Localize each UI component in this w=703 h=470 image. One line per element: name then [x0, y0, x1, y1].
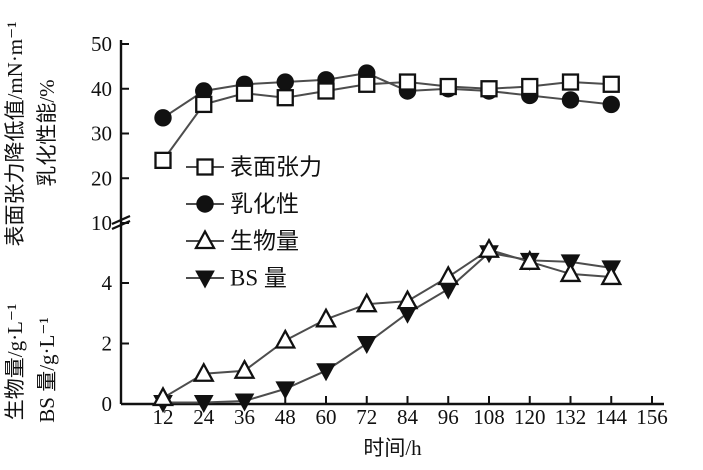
x-axis-ticks: 12 24 36 48 60 72 84 96 108 120 132 144 156	[153, 396, 668, 429]
x-tick-label: 96	[438, 405, 459, 429]
data-point-biomass	[274, 328, 297, 349]
data-point-biomass	[396, 289, 419, 310]
series-line-emulsification	[162, 72, 612, 119]
x-tick-label: 48	[275, 405, 296, 429]
data-point-biomass	[315, 307, 337, 328]
data-point-biomass	[600, 265, 623, 286]
data-point-surface-tension	[358, 75, 376, 93]
x-tick-label: 108	[473, 405, 505, 429]
y-axis-label-emulsification: 乳化性能/%	[35, 79, 59, 186]
data-point-bs-amount	[193, 394, 214, 414]
y-axis-label-surface-tension: 表面张力降低值/mN·m⁻¹	[3, 21, 27, 246]
y-tick-label: 30	[91, 122, 112, 146]
data-point-biomass	[478, 237, 500, 258]
y-tick-label: 20	[91, 166, 112, 190]
y-tick-label: 4	[102, 271, 113, 295]
legend-label: 表面张力	[230, 155, 322, 180]
x-tick-label: 144	[596, 405, 628, 429]
legend-item-emulsification: 乳化性	[186, 192, 299, 217]
y-axis-label-biomass: 生物量/g·L⁻¹	[3, 304, 27, 421]
x-tick-label: 84	[397, 405, 419, 429]
series-bs-amount	[153, 245, 622, 414]
data-point-surface-tension	[480, 80, 498, 98]
x-tick-label: 12	[153, 405, 174, 429]
legend-label: BS 量	[230, 266, 287, 291]
x-tick-label: 24	[193, 405, 215, 429]
data-point-biomass	[233, 358, 256, 379]
series-surface-tension	[154, 73, 620, 170]
legend-label: 乳化性	[230, 192, 299, 217]
x-tick-label: 132	[555, 405, 587, 429]
data-point-surface-tension	[154, 151, 172, 170]
series-biomass	[152, 237, 623, 407]
data-point-surface-tension	[317, 82, 335, 100]
legend-marker-open-square-icon	[196, 158, 214, 176]
series-line-bs-amount	[163, 251, 612, 404]
y-tick-label: 10	[91, 211, 112, 235]
y-tick-label: 2	[102, 332, 113, 356]
x-tick-label: 72	[356, 405, 377, 429]
data-point-emulsification	[154, 109, 172, 127]
legend-marker-filled-triangle-down-icon	[195, 270, 215, 289]
data-point-surface-tension	[602, 75, 620, 93]
break-slash	[111, 214, 131, 226]
data-point-surface-tension	[561, 73, 580, 91]
data-point-emulsification	[276, 73, 294, 91]
data-point-biomass	[437, 265, 460, 286]
series-line-surface-tension	[162, 81, 612, 161]
x-axis-label: 时间/h	[363, 436, 422, 460]
x-tick-label: 156	[636, 405, 668, 429]
data-point-emulsification	[602, 95, 620, 114]
series-emulsification	[154, 64, 620, 127]
data-point-bs-amount	[356, 336, 377, 355]
data-point-surface-tension	[195, 95, 213, 114]
legend-item-bs-amount: BS 量	[186, 266, 287, 291]
data-point-biomass	[152, 386, 174, 407]
legend-label: 生物量	[230, 229, 299, 254]
legend-item-biomass: 生物量	[186, 229, 299, 254]
data-point-surface-tension	[276, 89, 294, 107]
data-point-bs-amount	[275, 381, 296, 400]
data-point-biomass	[355, 292, 378, 313]
data-point-emulsification	[561, 91, 580, 109]
data-point-biomass	[559, 262, 582, 283]
data-point-bs-amount	[234, 393, 255, 412]
axis-labels: 时间/h 表面张力降低值/mN·m⁻¹ 乳化性能/% 生物量/g·L⁻¹ BS 量/g·…	[3, 21, 422, 460]
data-point-surface-tension	[398, 73, 417, 91]
x-tick-label: 120	[514, 405, 546, 429]
data-point-surface-tension	[521, 77, 539, 96]
x-tick-label: 36	[234, 405, 255, 429]
y-axis-label-bs-amount: BS 量/g·L⁻¹	[35, 317, 59, 422]
x-tick-label: 60	[316, 405, 337, 429]
break-slash	[111, 219, 131, 231]
data-point-surface-tension	[235, 84, 254, 102]
legend-marker-open-triangle-up-icon	[194, 229, 216, 250]
y-tick-label: 0	[102, 392, 113, 416]
data-point-bs-amount	[316, 363, 336, 382]
y-axis-break-icon	[111, 214, 131, 231]
data-point-biomass	[518, 249, 541, 270]
y-tick-label: 50	[91, 32, 112, 56]
y-tick-label: 40	[91, 77, 112, 101]
data-point-biomass	[192, 361, 215, 382]
legend-item-surface-tension: 表面张力	[186, 155, 322, 180]
data-point-surface-tension	[439, 77, 457, 96]
legend-marker-filled-circle-icon	[196, 195, 214, 213]
